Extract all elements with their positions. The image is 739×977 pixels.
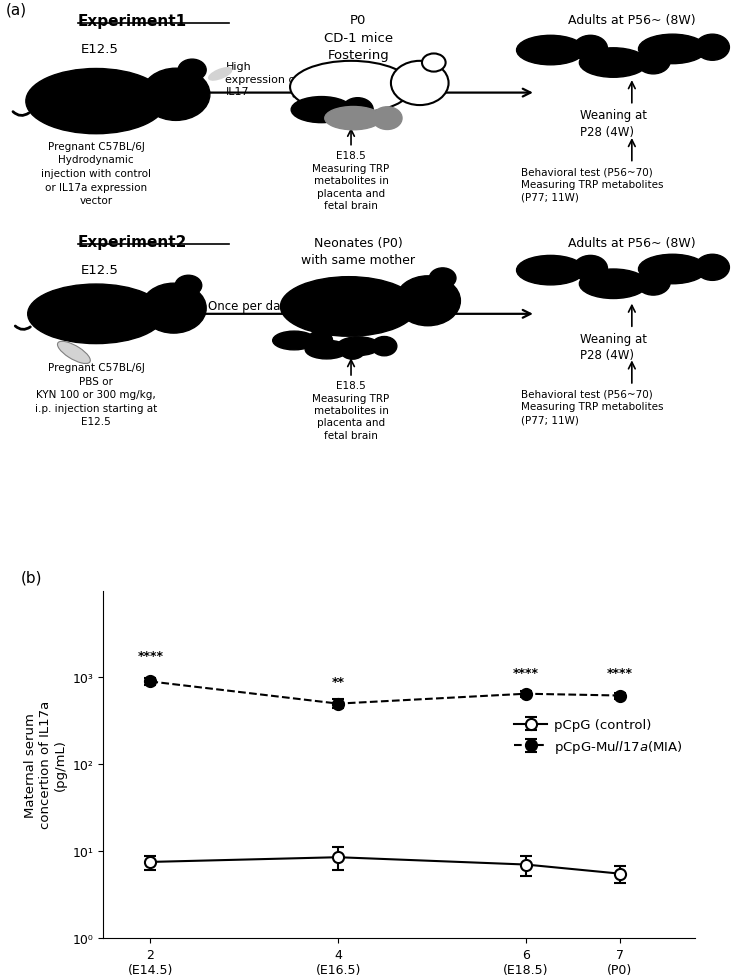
Ellipse shape (638, 35, 706, 64)
Ellipse shape (517, 256, 585, 285)
Text: Behavioral test (P56~70)
Measuring TRP metabolites
(P77; 11W): Behavioral test (P56~70) Measuring TRP m… (521, 389, 664, 425)
Circle shape (695, 255, 729, 281)
Ellipse shape (58, 342, 90, 364)
Text: Neonates (P0)
with same mother: Neonates (P0) with same mother (302, 236, 415, 267)
Ellipse shape (638, 255, 706, 284)
Text: E18.5
Measuring TRP
metabolites in
placenta and
fetal brain: E18.5 Measuring TRP metabolites in place… (313, 151, 389, 211)
Circle shape (178, 60, 206, 82)
Circle shape (695, 35, 729, 62)
Ellipse shape (579, 270, 647, 299)
Ellipse shape (305, 341, 348, 360)
Circle shape (142, 69, 210, 121)
Text: E12.5: E12.5 (81, 42, 119, 56)
Text: Weaning at
P28 (4W): Weaning at P28 (4W) (580, 332, 647, 362)
Text: Once per day: Once per day (208, 299, 287, 313)
Ellipse shape (273, 332, 316, 351)
Text: Experiment1: Experiment1 (78, 14, 187, 29)
Text: Adults at P56~ (8W): Adults at P56~ (8W) (568, 14, 695, 27)
Circle shape (372, 337, 397, 357)
Ellipse shape (280, 277, 417, 337)
Text: Behavioral test (P56~70)
Measuring TRP metabolites
(P77; 11W): Behavioral test (P56~70) Measuring TRP m… (521, 167, 664, 203)
Text: ****: **** (137, 650, 163, 662)
Circle shape (342, 99, 373, 122)
Circle shape (573, 256, 607, 282)
Circle shape (372, 107, 402, 130)
Circle shape (636, 270, 670, 296)
Ellipse shape (325, 107, 382, 131)
Text: (a): (a) (6, 3, 27, 18)
Text: High
expression of
IL17: High expression of IL17 (225, 63, 299, 97)
Text: E18.5
Measuring TRP
metabolites in
placenta and
fetal brain: E18.5 Measuring TRP metabolites in place… (313, 381, 389, 441)
Circle shape (307, 331, 333, 351)
Ellipse shape (579, 49, 647, 78)
Ellipse shape (291, 98, 352, 123)
Circle shape (573, 36, 607, 63)
Ellipse shape (517, 36, 585, 65)
Ellipse shape (28, 284, 165, 344)
Ellipse shape (290, 62, 412, 114)
Text: **: ** (332, 676, 344, 689)
Text: ****: **** (607, 666, 633, 680)
Ellipse shape (26, 69, 166, 135)
Text: ****: **** (513, 666, 539, 680)
Circle shape (429, 269, 456, 289)
Circle shape (391, 62, 449, 106)
Circle shape (422, 55, 446, 72)
Text: Experiment2: Experiment2 (78, 235, 187, 250)
Text: E12.5: E12.5 (81, 264, 119, 276)
Text: (b): (b) (21, 571, 42, 585)
Text: P0
CD-1 mice
Fostering: P0 CD-1 mice Fostering (324, 14, 393, 63)
Circle shape (636, 49, 670, 75)
Circle shape (395, 276, 460, 326)
Ellipse shape (337, 337, 380, 357)
Circle shape (175, 276, 202, 296)
Text: Pregnant C57BL/6J
Hydrodynamic
injection with control
or IL17a expression
vector: Pregnant C57BL/6J Hydrodynamic injection… (41, 142, 151, 206)
Text: Adults at P56~ (8W): Adults at P56~ (8W) (568, 236, 695, 250)
Text: Pregnant C57BL/6J
PBS or
KYN 100 or 300 mg/kg,
i.p. injection starting at
E12.5: Pregnant C57BL/6J PBS or KYN 100 or 300 … (35, 362, 157, 427)
Y-axis label: Maternal serum
concertion of IL17a
(pg/mL): Maternal serum concertion of IL17a (pg/m… (24, 701, 67, 828)
Text: Weaning at
P28 (4W): Weaning at P28 (4W) (580, 109, 647, 139)
Ellipse shape (208, 68, 232, 81)
Legend: pCpG (control), pCpG-Mu$\mathit{ll17a}$(MIA): pCpG (control), pCpG-Mu$\mathit{ll17a}$(… (509, 713, 688, 760)
Circle shape (141, 284, 206, 334)
Circle shape (340, 341, 365, 360)
